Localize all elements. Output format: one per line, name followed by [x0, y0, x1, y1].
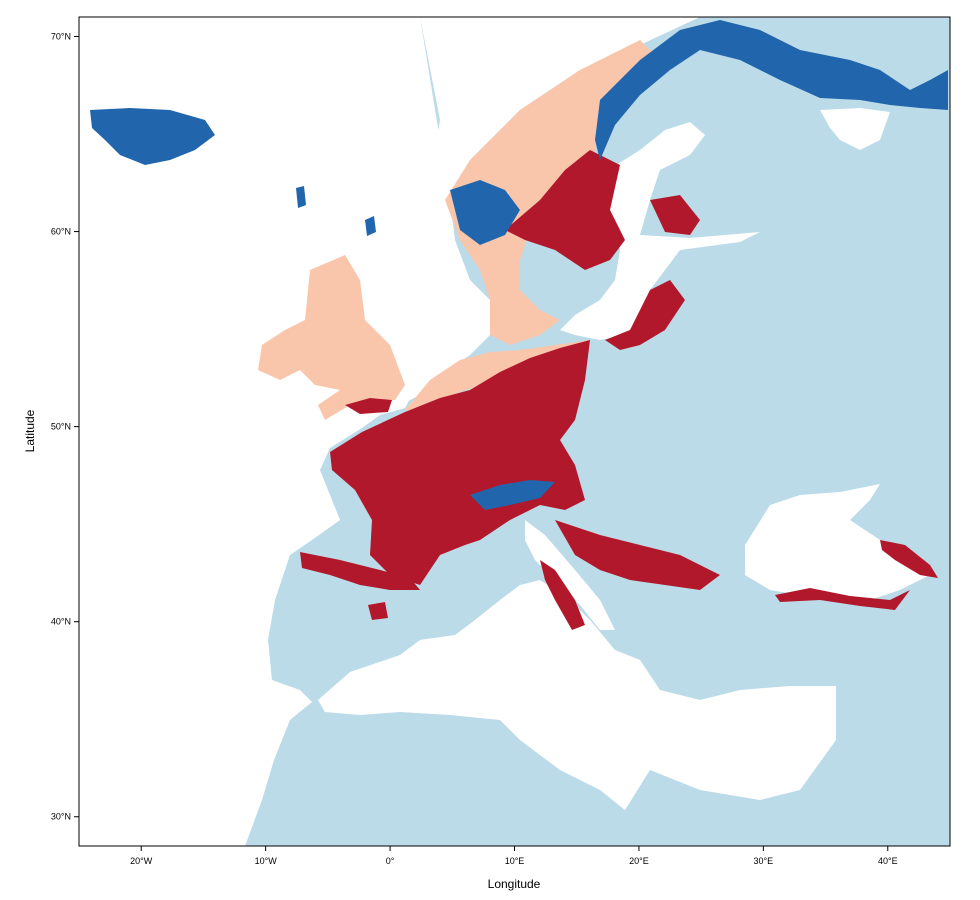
- iberia-small-red: [368, 602, 388, 620]
- turkey-north-red: [775, 588, 910, 610]
- x-axis-title: Longitude: [488, 877, 541, 891]
- y-tick-label: 40°N: [51, 617, 71, 627]
- shetland-blue: [365, 216, 376, 236]
- caucasus-red: [880, 540, 938, 578]
- sweden-red: [505, 150, 625, 270]
- north-sea: [395, 17, 700, 405]
- x-tick-label: 0°: [386, 856, 395, 866]
- lapland-blue: [595, 20, 948, 160]
- range-dark-blue: [90, 20, 948, 510]
- balkans-red: [555, 520, 720, 590]
- range-dark-red: [300, 150, 938, 630]
- baltics-red: [605, 280, 685, 350]
- y-tick-label: 60°N: [51, 227, 71, 237]
- black-sea: [745, 484, 930, 600]
- x-tick-label: 30°E: [754, 856, 774, 866]
- x-axis: 20°W 10°W 0° 10°E 20°E 30°E 40°E: [130, 846, 898, 866]
- italy-red: [540, 560, 585, 630]
- iberia-north-red: [300, 552, 420, 590]
- y-axis: 30°N 40°N 50°N 60°N 70°N: [51, 32, 79, 822]
- x-tick-label: 20°E: [629, 856, 649, 866]
- finland-red: [650, 195, 700, 235]
- x-tick-label: 10°W: [255, 856, 278, 866]
- x-tick-label: 20°W: [130, 856, 153, 866]
- mediterranean-sea: [318, 580, 836, 810]
- y-tick-label: 70°N: [51, 32, 71, 42]
- y-tick-label: 50°N: [51, 422, 71, 432]
- x-tick-label: 40°E: [878, 856, 898, 866]
- uk-south-red: [345, 398, 392, 414]
- norway-mountains-blue: [450, 180, 520, 245]
- x-tick-label: 10°E: [505, 856, 525, 866]
- alps-blue: [470, 480, 555, 510]
- adriatic-sea: [525, 520, 615, 630]
- y-tick-label: 30°N: [51, 812, 71, 822]
- faroe-blue: [296, 186, 306, 208]
- central-europe-red: [330, 340, 590, 585]
- y-axis-title: Latitude: [23, 409, 37, 452]
- british-isles-salmon: [258, 255, 405, 420]
- iceland-blue: [90, 108, 215, 165]
- white-sea: [820, 108, 890, 150]
